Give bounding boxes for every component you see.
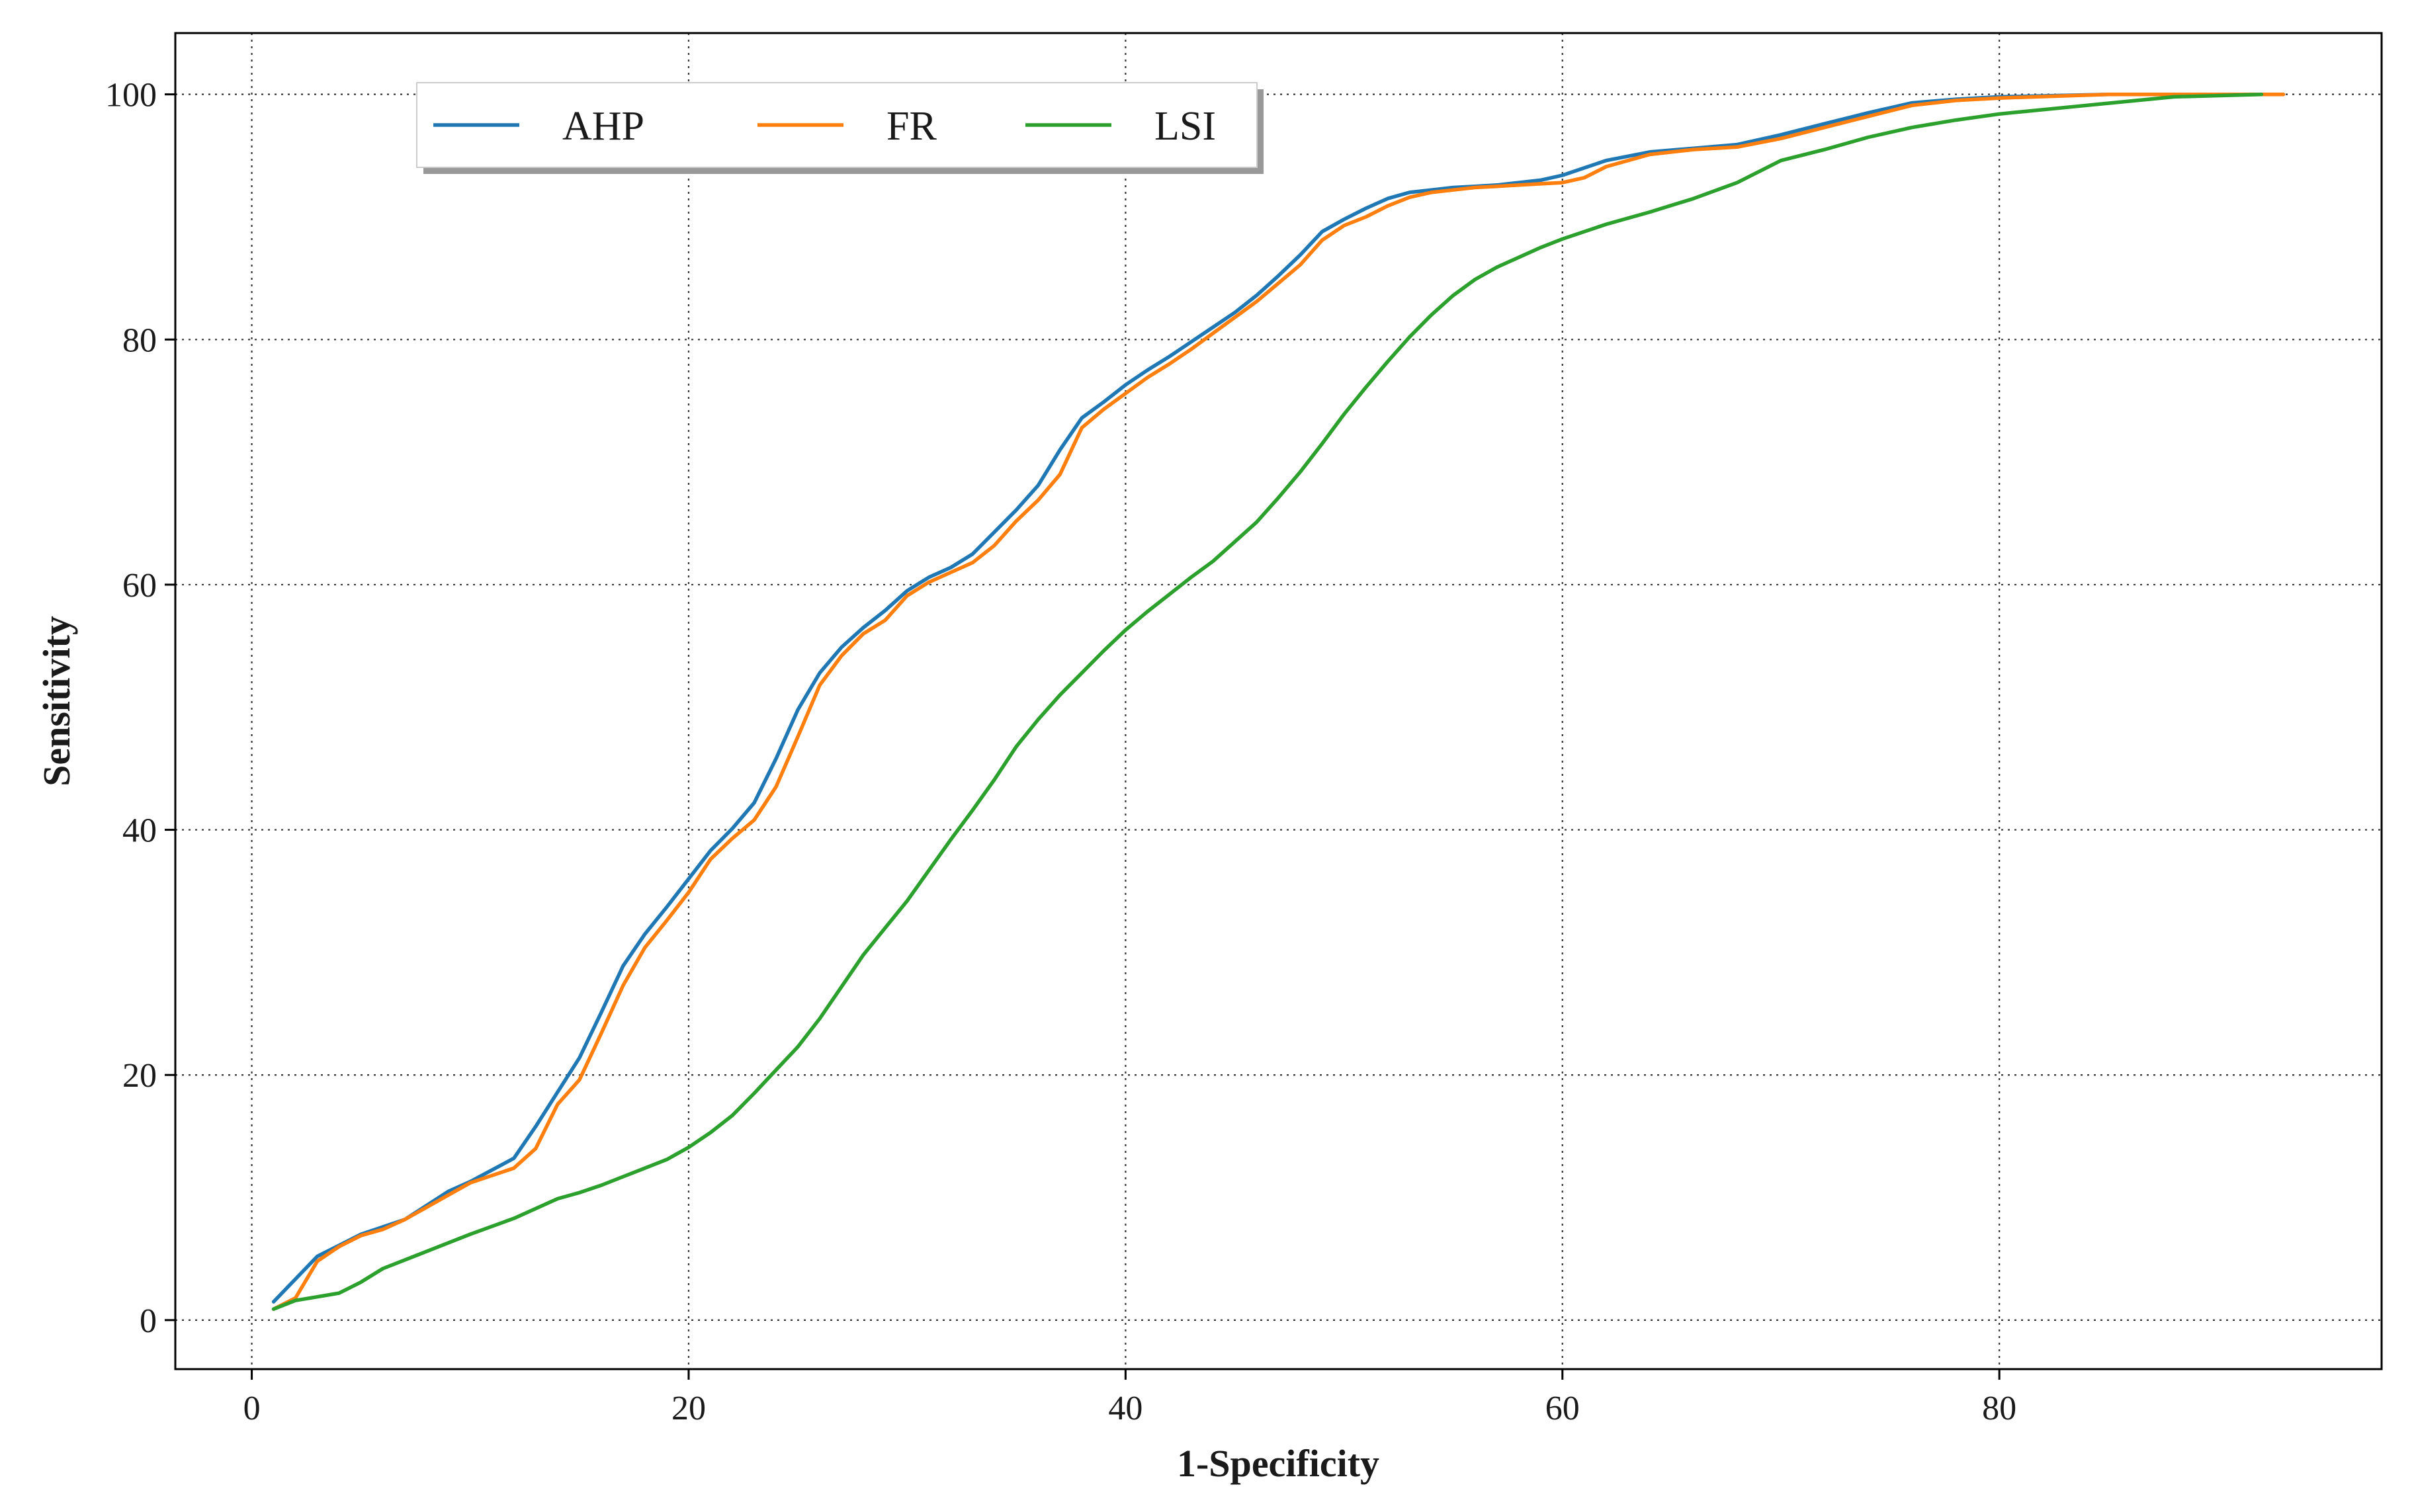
axis-ticks: 0 20 40 60 80 0 20 40 60 80 100 (105, 77, 2016, 1427)
y-tick-label: 60 (122, 567, 157, 605)
x-tick-label: 0 (243, 1390, 261, 1427)
y-tick-label: 40 (122, 812, 157, 850)
x-axis-title: 1-Specificity (1177, 1442, 1379, 1485)
series-line-ahp (271, 92, 2286, 1304)
y-axis-title: Sensitivity (35, 616, 78, 786)
legend-label-fr: FR (886, 104, 937, 149)
grid-lines (175, 33, 2382, 1369)
x-tick-label: 60 (1545, 1390, 1580, 1427)
y-tick-label: 100 (105, 77, 157, 114)
legend: AHP FR LSI (416, 82, 1264, 174)
x-tick-label: 20 (671, 1390, 706, 1427)
y-tick-label: 80 (122, 321, 157, 359)
plot-frame (174, 32, 2383, 1370)
legend-label-lsi: LSI (1154, 104, 1216, 149)
series-line-fr (271, 92, 2286, 1311)
y-tick-label: 20 (122, 1057, 157, 1095)
x-tick-label: 80 (1982, 1390, 2016, 1427)
series-line-lsi (271, 92, 2264, 1311)
y-tick-label: 0 (140, 1302, 157, 1340)
legend-label-ahp: AHP (562, 104, 644, 149)
series-lines (271, 92, 2286, 1311)
x-tick-label: 40 (1108, 1390, 1143, 1427)
